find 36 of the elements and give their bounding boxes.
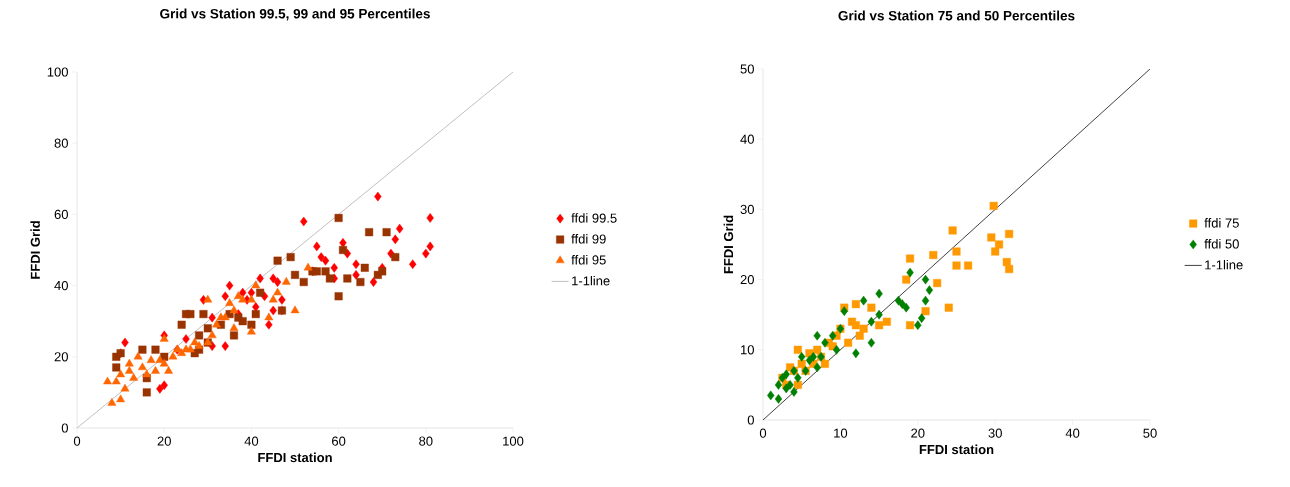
y-tick-label: 60 <box>54 209 68 219</box>
legend-label: 1-1line <box>572 275 610 286</box>
y-tick-label: 0 <box>747 415 754 425</box>
legend-label: ffdi 99 <box>571 234 606 244</box>
legend-label: 1-1line <box>1205 259 1243 270</box>
x-tick-label: 20 <box>911 428 925 438</box>
chart-title: Grid vs Station 99.5, 99 and 95 Percentiles <box>160 8 430 21</box>
y-tick-label: 50 <box>740 64 754 74</box>
x-tick-label: 40 <box>1065 428 1080 438</box>
chart-title: Grid vs Station 75 and 50 Percentiles <box>838 10 1075 21</box>
y-tick-label: 20 <box>54 352 68 362</box>
x-tick-label: 80 <box>419 436 433 446</box>
y-tick-label: 40 <box>740 134 754 144</box>
x-tick-label: 0 <box>73 436 81 446</box>
x-tick-label: 100 <box>503 436 524 446</box>
x-tick-label: 30 <box>988 428 1002 438</box>
legend-label: ffdi 75 <box>1204 218 1239 228</box>
y-tick-label: 20 <box>740 274 754 285</box>
legend-label: ffdi 99.5 <box>571 213 617 223</box>
legend-label: ffdi 95 <box>571 254 606 265</box>
x-tick-label: 0 <box>759 428 767 438</box>
y-tick-label: 10 <box>741 345 754 355</box>
x-tick-label: 20 <box>157 436 171 446</box>
x-axis-title: FFDI station <box>258 452 332 463</box>
x-tick-label: 40 <box>244 436 259 446</box>
x-axis-title: FFDI station <box>919 444 994 455</box>
x-tick-label: 50 <box>1143 428 1157 438</box>
legend-label: ffdi 50 <box>1204 239 1239 249</box>
y-axis-title: FFDI Grid <box>30 221 40 279</box>
y-tick-label: 100 <box>47 67 68 77</box>
y-tick-label: 30 <box>740 204 754 214</box>
x-tick-label: 10 <box>834 428 848 438</box>
x-tick-label: 60 <box>332 436 346 446</box>
y-tick-label: 40 <box>54 280 68 291</box>
y-axis-title: FFDI Grid <box>723 215 734 274</box>
y-tick-label: 80 <box>54 138 68 148</box>
